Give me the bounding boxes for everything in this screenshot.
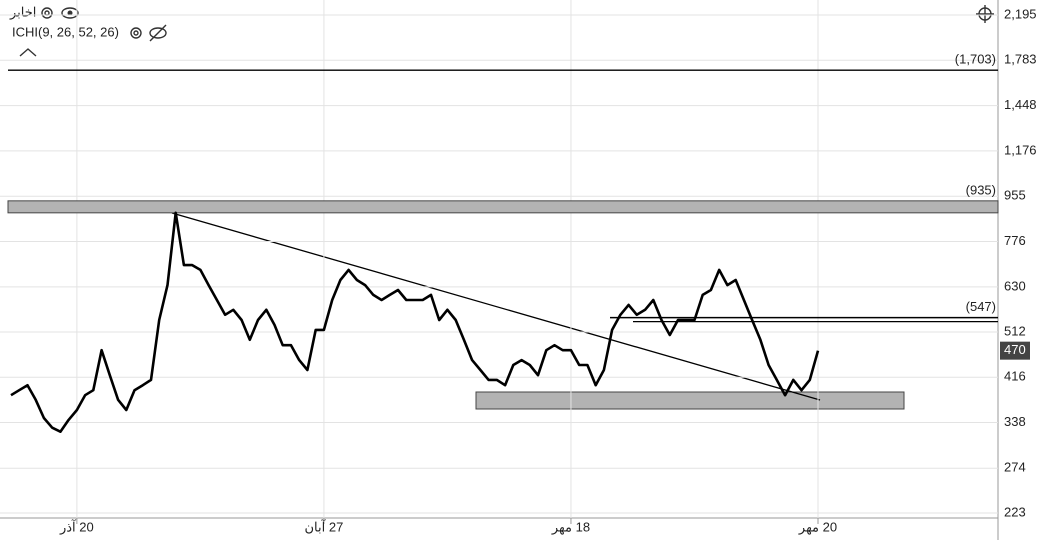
collapse-icon[interactable]: [19, 48, 37, 57]
x-tick-label: 27 آبان: [305, 518, 344, 534]
x-tick-label: 18 مهر: [551, 519, 590, 535]
price-line: [10, 211, 820, 433]
y-tick-label: 630: [1004, 278, 1026, 293]
crosshair-icon[interactable]: [976, 5, 994, 23]
x-tick-label: 20 آذر: [59, 518, 94, 535]
plot: 2,195 1,783 1,448 1,176 955 776 630 512 416 338 27…: [0, 0, 1037, 535]
settings-icon[interactable]: [41, 7, 53, 19]
price-tag-label: 470: [1004, 342, 1026, 357]
support-zone[interactable]: [475, 391, 905, 410]
x-tick-label: 20 مهر: [798, 519, 837, 535]
trend-line[interactable]: [171, 212, 821, 401]
price-tag: [1000, 341, 1030, 360]
y-tick-label: 1,783: [1004, 52, 1037, 67]
y-tick-label: 1,448: [1004, 97, 1037, 112]
y-tick-label: 2,195: [1004, 6, 1037, 21]
settings-icon[interactable]: [130, 27, 142, 39]
resistance-band: [7, 200, 999, 214]
y-tick-label: 416: [1004, 369, 1026, 384]
y-tick-label: 338: [1004, 414, 1026, 429]
level-label: (1,703): [955, 52, 996, 67]
y-tick-label: 223: [1004, 504, 1026, 519]
y-tick-label: 776: [1004, 233, 1026, 248]
y-tick-label: 512: [1004, 323, 1026, 338]
y-tick-label: 1,176: [1004, 142, 1037, 157]
indicator-name: ICHI(9, 26, 52, 26): [12, 24, 119, 39]
hide-icon[interactable]: [149, 24, 167, 42]
level-label: (547): [966, 299, 996, 314]
level-label: (935): [966, 182, 996, 197]
y-tick-label: 274: [1004, 460, 1026, 475]
symbol-name: اخابر: [9, 4, 36, 20]
y-tick-label: 955: [1004, 188, 1026, 203]
visibility-icon[interactable]: [61, 7, 79, 19]
